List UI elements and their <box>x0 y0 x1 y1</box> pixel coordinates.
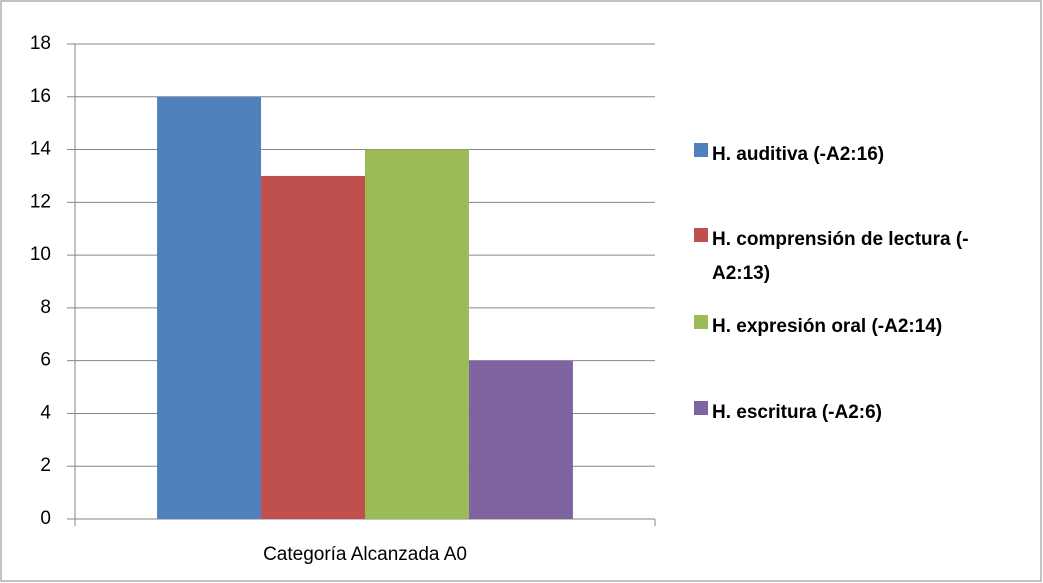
bar <box>468 360 573 519</box>
legend-swatch <box>694 143 708 157</box>
legend-item: H. comprensión de lectura (-A2:13) <box>694 223 1004 291</box>
y-tick-label: 8 <box>40 297 51 318</box>
y-tick-label: 18 <box>30 33 51 54</box>
legend-label: H. expresión oral (-A2:14) <box>712 316 943 337</box>
y-tick-label: 0 <box>40 508 51 529</box>
legend-swatch <box>694 228 708 242</box>
y-tick-label: 4 <box>40 402 51 423</box>
legend-item: H. expresión oral (-A2:14) <box>694 310 1004 344</box>
y-tick-label: 10 <box>30 244 51 265</box>
y-tick-label: 12 <box>30 191 51 212</box>
legend-item: H. escritura (-A2:6) <box>694 396 1004 430</box>
y-tick-label: 2 <box>40 455 51 476</box>
y-tick-label: 16 <box>30 86 51 107</box>
legend-item: H. auditiva (-A2:16) <box>694 138 1004 172</box>
x-tick-label: Categoría Alcanzada A0 <box>263 544 467 565</box>
legend-label: H. comprensión de lectura (-A2:13) <box>712 229 969 284</box>
bar <box>157 96 262 520</box>
legend-label: H. escritura (-A2:6) <box>712 402 882 423</box>
bar <box>365 149 469 520</box>
legend-label: H. auditiva (-A2:16) <box>712 144 885 165</box>
legend-swatch <box>694 401 708 415</box>
legend-swatch <box>694 315 708 329</box>
bar <box>261 175 365 519</box>
y-tick-label: 6 <box>40 350 51 371</box>
y-tick-label: 14 <box>30 139 52 160</box>
